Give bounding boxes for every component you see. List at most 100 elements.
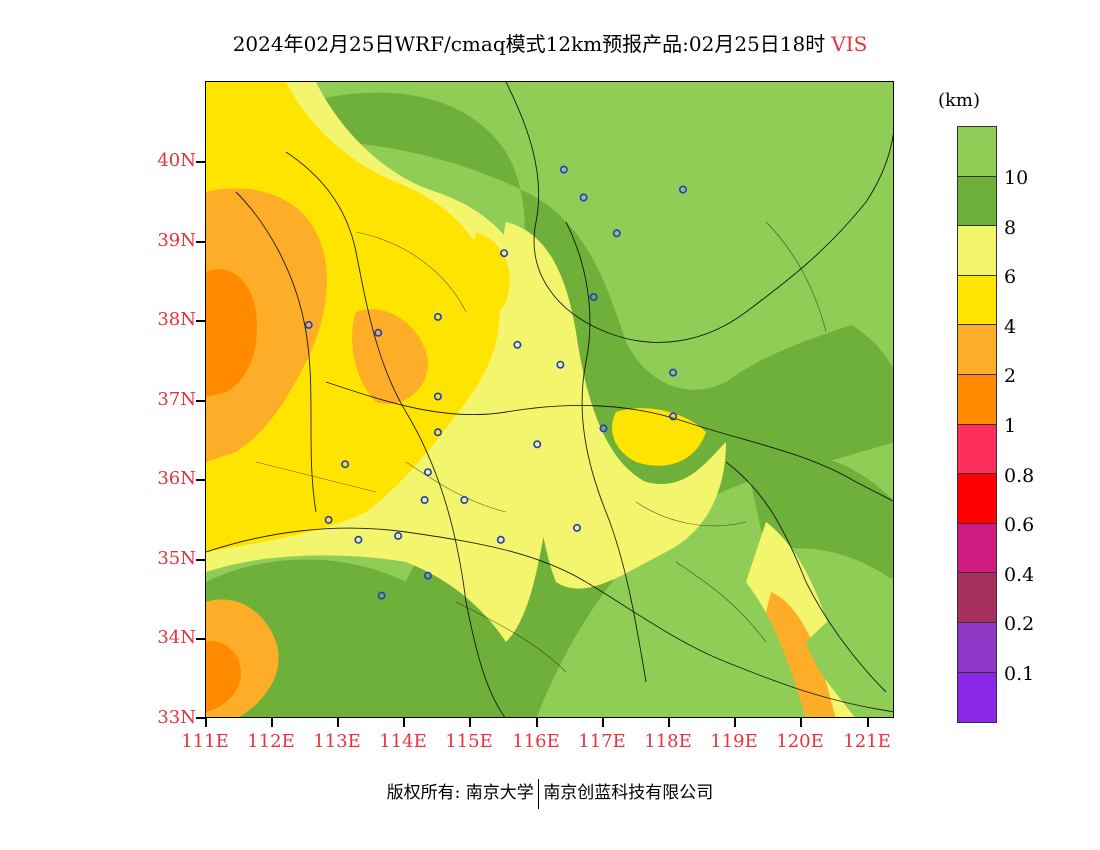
station-marker — [579, 193, 588, 202]
station-marker — [496, 535, 505, 544]
lon-tick — [734, 718, 736, 727]
station-marker — [304, 320, 313, 329]
zone-4km-patch — [466, 232, 510, 313]
station-marker — [500, 249, 509, 258]
lon-label-114: 114E — [379, 731, 427, 752]
lon-tick — [602, 718, 604, 727]
station-marker — [420, 495, 429, 504]
legend-label-0.1: 0.1 — [1004, 663, 1035, 685]
legend-unit: (km) — [938, 90, 981, 111]
footer-right: 南京创蓝科技有限公司 — [543, 783, 714, 803]
legend-swatch — [958, 275, 996, 326]
station-marker — [377, 591, 386, 600]
lon-label-115: 115E — [445, 731, 493, 752]
legend-swatch — [958, 523, 996, 574]
legend-label-6: 6 — [1004, 266, 1017, 288]
lat-label-34: 34N — [157, 627, 196, 648]
station-marker — [394, 531, 403, 540]
station-marker — [354, 535, 363, 544]
lon-tick — [337, 718, 339, 727]
station-marker — [559, 165, 568, 174]
lat-label-33: 33N — [157, 707, 196, 728]
lon-tick — [800, 718, 802, 727]
lon-label-112: 112E — [247, 731, 295, 752]
copyright-footer: 版权所有: 南京大学 南京创蓝科技有限公司 — [0, 778, 1100, 809]
lon-tick — [205, 718, 207, 727]
lat-tick — [196, 559, 205, 561]
lat-label-36: 36N — [157, 468, 196, 489]
title-variable: VIS — [831, 32, 868, 56]
station-marker — [374, 328, 383, 337]
lon-label-116: 116E — [512, 731, 560, 752]
legend-label-0.6: 0.6 — [1004, 514, 1035, 536]
legend-swatch — [958, 374, 996, 425]
zone-2km-center — [352, 309, 428, 404]
lon-label-117: 117E — [578, 731, 626, 752]
legend-label-0.2: 0.2 — [1004, 613, 1035, 635]
station-marker — [341, 460, 350, 469]
station-marker — [513, 340, 522, 349]
lon-tick — [271, 718, 273, 727]
lon-tick — [403, 718, 405, 727]
legend-swatch — [958, 474, 996, 524]
legend-swatch — [958, 127, 996, 177]
lat-tick — [196, 638, 205, 640]
color-legend — [957, 126, 997, 724]
legend-swatch — [958, 424, 996, 475]
legend-swatch — [958, 672, 996, 723]
station-marker — [460, 495, 469, 504]
map-title: 2024年02月25日WRF/cmaq模式12km预报产品:02月25日18时 V… — [0, 28, 1100, 57]
station-marker — [589, 293, 598, 302]
lon-tick — [668, 718, 670, 727]
lon-label-118: 118E — [644, 731, 692, 752]
lat-tick — [196, 400, 205, 402]
legend-swatch — [958, 573, 996, 623]
legend-label-4: 4 — [1004, 316, 1017, 338]
lat-tick — [196, 717, 205, 719]
legend-swatch — [958, 325, 996, 375]
legend-label-0.4: 0.4 — [1004, 564, 1035, 586]
zone-2km — [206, 188, 327, 463]
footer-left: 版权所有: 南京大学 — [386, 783, 534, 803]
legend-swatch — [958, 176, 996, 227]
lat-label-40: 40N — [157, 150, 196, 171]
legend-swatch — [958, 226, 996, 276]
station-marker — [533, 440, 542, 449]
zone-1km — [206, 268, 257, 397]
station-marker — [433, 392, 442, 401]
station-marker — [669, 412, 678, 421]
lat-tick — [196, 320, 205, 322]
station-marker — [669, 368, 678, 377]
lon-label-113: 113E — [313, 731, 361, 752]
station-marker — [433, 312, 442, 321]
footer-separator — [537, 778, 540, 809]
zone-sea-north — [846, 82, 893, 369]
station-marker — [572, 523, 581, 532]
zone-sea-south — [806, 577, 893, 717]
station-marker — [612, 229, 621, 238]
station-marker — [433, 428, 442, 437]
station-markers — [304, 165, 687, 600]
lon-label-120: 120E — [776, 731, 824, 752]
station-marker — [599, 424, 608, 433]
station-marker — [423, 468, 432, 477]
zone-6km-center — [503, 222, 726, 589]
lat-label-38: 38N — [157, 309, 196, 330]
lon-label-119: 119E — [710, 731, 758, 752]
legend-label-0.8: 0.8 — [1004, 465, 1035, 487]
station-marker — [423, 571, 432, 580]
legend-label-8: 8 — [1004, 217, 1017, 239]
county-boundaries — [255, 221, 827, 673]
legend-swatch — [958, 622, 996, 673]
legend-label-2: 2 — [1004, 365, 1017, 387]
zone-4km-east — [612, 408, 706, 466]
lon-tick — [469, 718, 471, 727]
lon-tick — [536, 718, 538, 727]
lat-label-37: 37N — [157, 389, 196, 410]
legend-label-10: 10 — [1004, 167, 1029, 189]
zone-8km-south — [206, 559, 506, 717]
station-marker — [556, 360, 565, 369]
zone-1km-south — [206, 641, 241, 712]
zone-2km-coast — [766, 592, 836, 717]
lon-label-111: 111E — [181, 731, 229, 752]
